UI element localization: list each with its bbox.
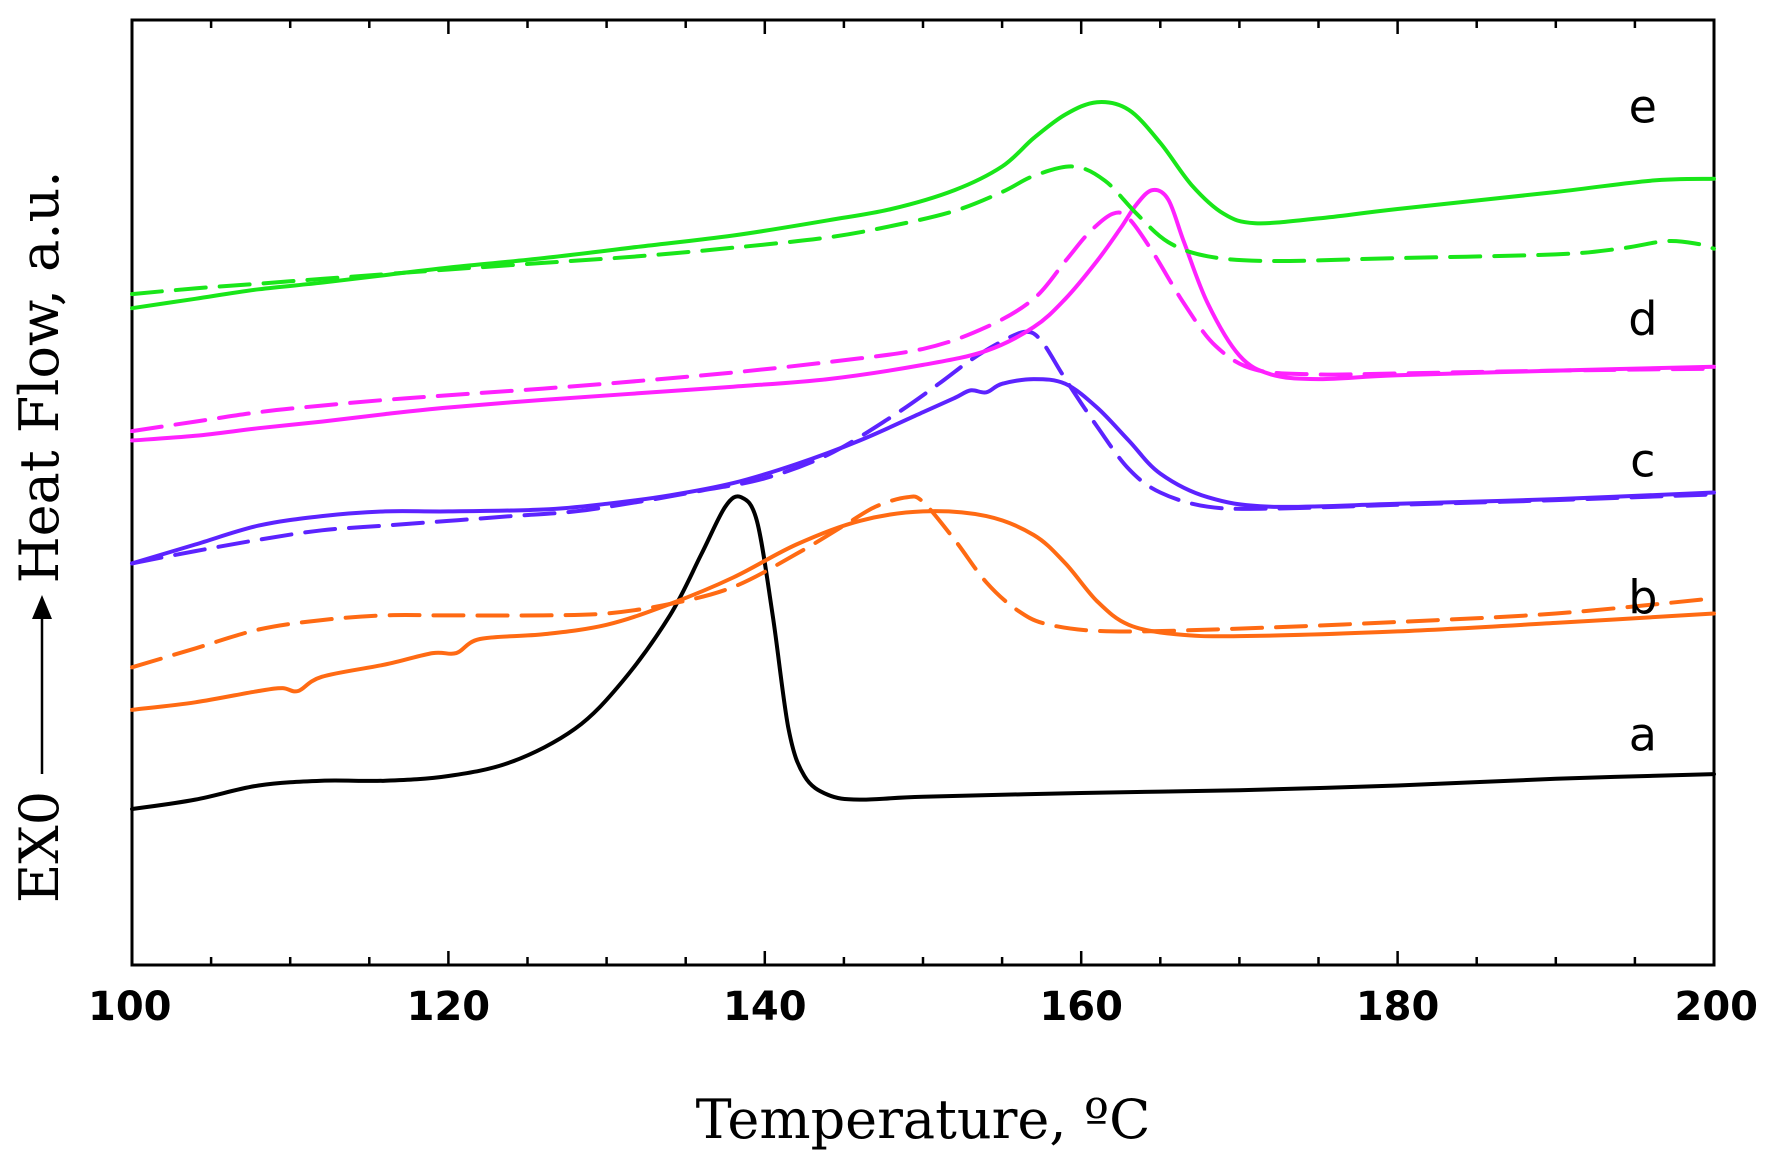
y-axis-title: Heat Flow, a.u.	[8, 171, 71, 584]
series-line-d	[130, 187, 1716, 443]
curve-label-a: a	[1629, 708, 1657, 762]
series-line-d-dashed	[130, 210, 1716, 434]
y-axis-arrow-icon	[32, 595, 52, 619]
plot-frame	[130, 18, 1716, 967]
x-tick-label: 100	[88, 984, 172, 1030]
x-tick-label: 140	[723, 984, 807, 1030]
curve-label-e: e	[1629, 79, 1657, 133]
series-line-c-dashed	[130, 329, 1716, 566]
series-layer	[130, 100, 1716, 812]
curve-label-c: c	[1630, 434, 1655, 488]
x-tick-label: 180	[1356, 984, 1440, 1030]
series-line-e-dashed	[130, 164, 1716, 297]
x-tick-label: 160	[1039, 984, 1123, 1030]
series-line-a	[130, 494, 1716, 812]
x-tick-label: 120	[407, 984, 491, 1030]
series-line-b-dashed	[130, 494, 1716, 670]
y-axis-prefix: EX0	[8, 791, 71, 903]
curve-labels: e d c b a	[1628, 79, 1657, 761]
y-axis-title-group: EX0 Heat Flow, a.u.	[8, 171, 71, 904]
series-line-b	[130, 509, 1716, 712]
curve-label-b: b	[1628, 571, 1657, 625]
curve-label-d: d	[1628, 292, 1657, 346]
series-line-c	[130, 377, 1716, 566]
x-ticks: 100 120 140 160 180 200	[88, 20, 1758, 1030]
x-axis-title: Temperature, ºC	[696, 1088, 1151, 1151]
x-tick-label: 200	[1675, 984, 1759, 1030]
